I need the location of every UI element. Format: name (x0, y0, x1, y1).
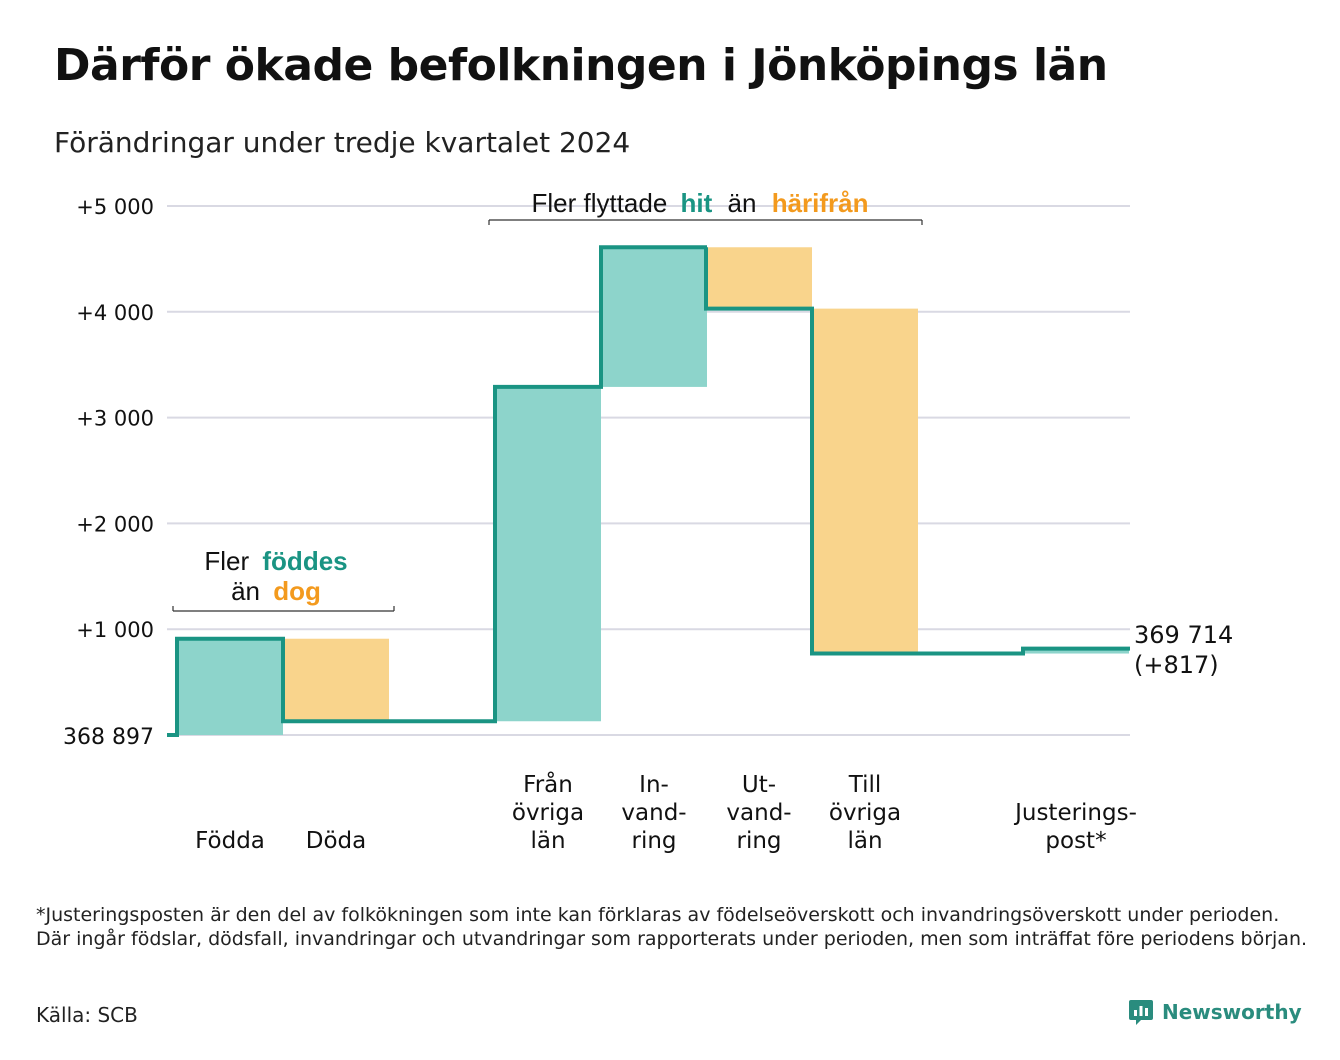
category-label: In- (639, 772, 669, 798)
category-labels: Födda DödaFrånövrigalänIn-vand-ringUt-van… (195, 770, 1137, 854)
footnote: *Justeringsposten är den del av folkökni… (36, 904, 1308, 950)
category-label: post* (1045, 828, 1106, 854)
end-change-label: (+817) (1134, 651, 1219, 679)
category-label: län (847, 828, 882, 854)
category-label: län (530, 828, 565, 854)
y-tick-label: +3 000 (76, 407, 154, 431)
bar-increase (601, 247, 707, 387)
y-tick-label: +5 000 (76, 195, 154, 219)
brand-name: Newsworthy (1162, 1000, 1302, 1024)
deaths-annotation-highlight: dog (273, 576, 321, 606)
category-label: vand- (726, 800, 791, 826)
births-annotation-text-2: än (231, 576, 260, 606)
running-total-line (167, 245, 1130, 737)
svg-text:än dog: än dog (231, 576, 321, 606)
category-label: Döda (306, 828, 366, 854)
y-tick-label-base: 368 897 (63, 725, 154, 750)
births-annotation-text: Fler (204, 546, 249, 576)
migration-annotation-text-2: än (728, 188, 757, 218)
births-annotation-highlight: föddes (262, 546, 347, 576)
category-label: Ut- (742, 772, 776, 798)
y-axis-ticks: 368 897 +1 000 +2 000 +3 000 +4 000 +5 000 (63, 195, 154, 750)
end-value-label: 369 714 (+817) (1134, 621, 1233, 679)
annotations: Fler föddes än dog Fler flyttade hit än … (172, 188, 923, 612)
category-label: övriga (829, 800, 901, 826)
category-label: vand- (621, 800, 686, 826)
chart-subtitle: Förändringar under tredje kvartalet 2024 (54, 126, 631, 159)
category-label: ring (736, 828, 781, 854)
source-label: Källa: SCB (36, 1003, 138, 1027)
migration-annotation-highlight-out: härifrån (772, 188, 869, 218)
category-label: Justerings- (1013, 800, 1137, 826)
svg-text:Fler flyttade hit: Fler flyttade hit än härifrån (531, 188, 868, 218)
grid-lines (167, 205, 1130, 736)
y-tick-label: +4 000 (76, 301, 154, 325)
running-total-path (167, 245, 1130, 737)
bar-increase (1023, 648, 1129, 654)
category-label: Födda (195, 828, 265, 854)
category-label: övriga (512, 800, 584, 826)
bar-decrease (283, 638, 389, 722)
category-label: ring (631, 828, 676, 854)
y-tick-label: +2 000 (76, 512, 154, 536)
migration-annotation-text: Fler flyttade (531, 188, 667, 218)
newsworthy-icon (1129, 1000, 1153, 1025)
bar-decrease (812, 308, 918, 654)
bar-increase (495, 386, 601, 722)
svg-text:Fler föddes: Fler föddes (204, 546, 347, 576)
y-tick-label: +1 000 (76, 618, 154, 642)
end-total-label: 369 714 (1134, 621, 1233, 649)
chart-title: Därför ökade befolkningen i Jönköpings l… (54, 40, 1108, 91)
category-label: Till (848, 772, 882, 798)
bar-increase (177, 638, 283, 735)
bars (177, 247, 1129, 735)
migration-annotation-highlight-in: hit (681, 188, 713, 218)
waterfall-chart: 368 897 +1 000 +2 000 +3 000 +4 000 +5 000 Fö… (63, 188, 1233, 854)
category-label: Från (523, 770, 573, 798)
bar-decrease (706, 247, 812, 309)
brand-logo: Newsworthy (1128, 998, 1302, 1026)
